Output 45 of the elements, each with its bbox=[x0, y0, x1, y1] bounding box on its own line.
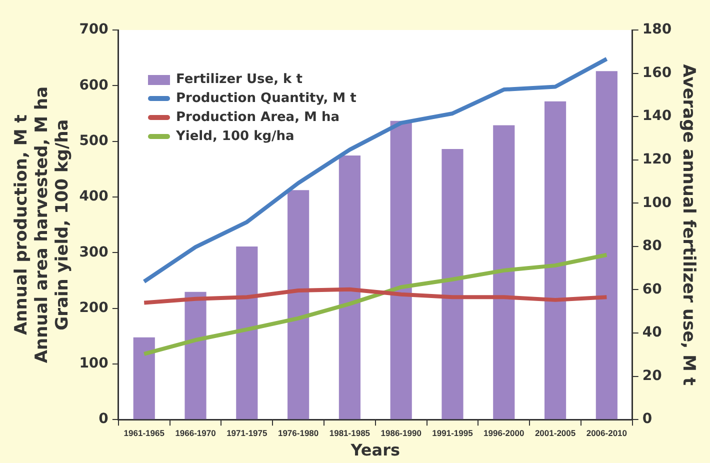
y-tick-label: 400 bbox=[79, 188, 109, 205]
y2-tick-label: 180 bbox=[642, 22, 672, 38]
x-tick-label: 2006-2010 bbox=[586, 428, 628, 438]
x-tick-label: 1966-1970 bbox=[175, 428, 216, 438]
y2-tick-label: 160 bbox=[642, 64, 672, 81]
y-tick-label: 200 bbox=[79, 300, 109, 316]
bar bbox=[544, 101, 566, 420]
legend-label: Yield, 100 kg/ha bbox=[175, 128, 296, 146]
x-tick-label: 1971-1975 bbox=[226, 428, 268, 438]
x-tick-label: 1981-1985 bbox=[329, 428, 370, 438]
bar bbox=[596, 71, 618, 420]
y2-tick-label: 80 bbox=[642, 238, 662, 254]
y2-tick-label: 40 bbox=[642, 324, 662, 341]
y-tick-label: 600 bbox=[79, 77, 109, 94]
bar bbox=[288, 190, 310, 420]
x-tick-label: 1961-1965 bbox=[124, 428, 165, 438]
y2-tick-label: 140 bbox=[642, 108, 672, 124]
bar bbox=[442, 149, 464, 420]
y-tick-label: 700 bbox=[79, 22, 109, 38]
y2-tick-label: 0 bbox=[642, 411, 652, 428]
bar bbox=[390, 120, 412, 420]
bar bbox=[184, 292, 206, 420]
x-tick-label: 1976-1980 bbox=[278, 428, 319, 438]
bar bbox=[338, 156, 360, 420]
x-tick-label: 2001-2005 bbox=[534, 428, 576, 438]
bar bbox=[493, 125, 515, 420]
y-axis-title: Annual production, M t Annual area harvested, M ha Grain yield, 100 kg/ha bbox=[12, 86, 72, 364]
y-tick-label: 0 bbox=[98, 411, 109, 428]
y2-axis-title: Average annual fertilizer use, M t bbox=[678, 64, 698, 386]
x-tick-label: 1991-1995 bbox=[432, 428, 474, 438]
x-tick-label: 1996-2000 bbox=[484, 428, 524, 438]
y-tick-label: 500 bbox=[79, 132, 109, 149]
legend-label: Fertilizer Use, k t bbox=[175, 71, 304, 89]
y2-tick-label: 100 bbox=[642, 194, 672, 211]
y2-tick-label: 20 bbox=[642, 368, 662, 384]
x-tick-label: 1986-1990 bbox=[380, 428, 422, 438]
x-axis-title: Years bbox=[350, 440, 400, 460]
y2-tick-label: 120 bbox=[642, 152, 672, 168]
y-tick-label: 300 bbox=[79, 244, 109, 260]
bar bbox=[133, 337, 155, 420]
y2-tick-label: 60 bbox=[642, 281, 662, 298]
legend-label: Production Area, M ha bbox=[175, 109, 341, 127]
bar bbox=[236, 246, 258, 420]
y-tick-label: 100 bbox=[79, 356, 109, 372]
legend-label: Production Quantity, M t bbox=[175, 90, 356, 108]
